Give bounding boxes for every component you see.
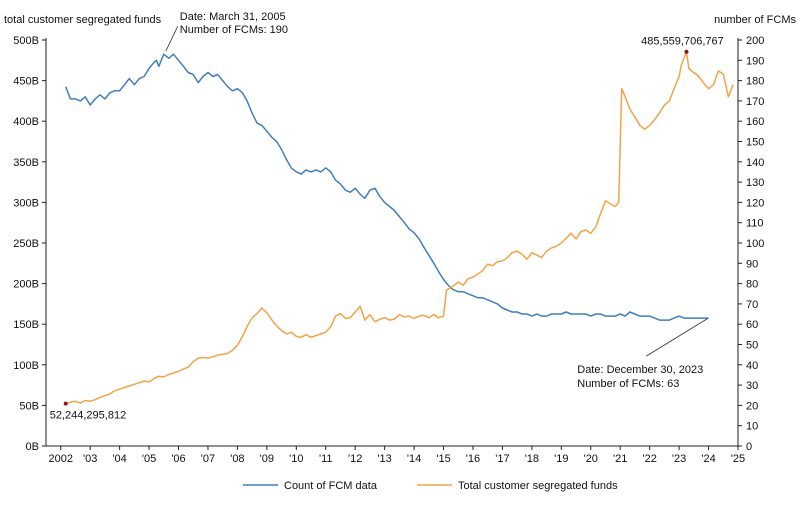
right-tick-label: 120	[746, 197, 764, 209]
last-fcm-count-label: Number of FCMs: 63	[577, 378, 679, 390]
left-tick-label: 50B	[19, 400, 39, 412]
x-tick-label: 2002	[48, 453, 72, 465]
x-tick-label: '04	[112, 453, 126, 465]
left-tick-label: 400B	[13, 116, 39, 128]
right-tick-label: 20	[746, 400, 758, 412]
x-tick-label: '07	[201, 453, 215, 465]
right-tick-label: 110	[746, 218, 764, 230]
x-tick-label: '19	[554, 453, 568, 465]
legend-label-fcm-count: Count of FCM data	[284, 480, 378, 492]
max-funds-label: 485,559,706,767	[641, 36, 724, 48]
right-tick-label: 200	[746, 35, 764, 47]
left-tick-label: 0B	[26, 441, 39, 453]
right-tick-label: 170	[746, 96, 764, 108]
legend: Count of FCM data Total customer segrega…	[243, 480, 618, 492]
right-tick-label: 100	[746, 238, 764, 250]
left-axis-title: total customer segregated funds	[4, 14, 162, 26]
x-tick-label: '14	[407, 453, 421, 465]
x-tick-label: '03	[83, 453, 97, 465]
left-tick-label: 350B	[13, 157, 39, 169]
legend-label-segregated-funds: Total customer segregated funds	[458, 480, 618, 492]
right-tick-label: 30	[746, 380, 758, 392]
x-tick-label: '13	[377, 453, 391, 465]
series-layer	[65, 50, 734, 405]
right-tick-label: 190	[746, 55, 764, 67]
segregated-funds-line	[65, 50, 734, 405]
right-tick-label: 60	[746, 319, 758, 331]
right-tick-label: 150	[746, 137, 764, 149]
right-tick-label: 50	[746, 340, 758, 352]
max-funds-marker	[684, 49, 689, 54]
x-tick-label: '18	[525, 453, 539, 465]
left-tick-label: 250B	[13, 238, 39, 250]
last-fcm-date-label: Date: December 30, 2023	[577, 364, 703, 376]
right-tick-label: 70	[746, 299, 758, 311]
left-tick-label: 500B	[13, 35, 39, 47]
x-tick-label: '15	[436, 453, 450, 465]
x-tick-label: '25	[731, 453, 745, 465]
annotations: Date: March 31, 2005 Number of FCMs: 190…	[50, 11, 724, 421]
max-fcm-count-label: Number of FCMs: 190	[180, 24, 288, 36]
x-tick-label: '23	[672, 453, 686, 465]
right-tick-label: 160	[746, 116, 764, 128]
x-tick-label: '09	[260, 453, 274, 465]
min-funds-marker	[63, 401, 68, 406]
right-tick-label: 130	[746, 177, 764, 189]
x-tick-label: '22	[642, 453, 656, 465]
x-tick-label: '06	[171, 453, 185, 465]
x-tick-label: '17	[495, 453, 509, 465]
x-tick-label: '12	[348, 453, 362, 465]
axes: 0B50B100B150B200B250B300B350B400B450B500…	[13, 35, 764, 465]
left-tick-label: 200B	[13, 279, 39, 291]
left-tick-label: 300B	[13, 197, 39, 209]
right-tick-label: 180	[746, 76, 764, 88]
right-tick-label: 90	[746, 258, 758, 270]
min-funds-label: 52,244,295,812	[50, 410, 126, 422]
right-tick-label: 40	[746, 360, 758, 372]
max-fcm-date-label: Date: March 31, 2005	[180, 11, 286, 23]
right-tick-label: 10	[746, 421, 758, 433]
max-fcm-leader-line	[165, 26, 179, 52]
right-tick-label: 80	[746, 279, 758, 291]
right-axis-title: number of FCMs	[714, 14, 796, 26]
fcm-count-line	[65, 53, 709, 321]
x-tick-label: '20	[584, 453, 598, 465]
x-tick-label: '16	[466, 453, 480, 465]
left-tick-label: 450B	[13, 76, 39, 88]
left-tick-label: 100B	[13, 360, 39, 372]
left-tick-label: 150B	[13, 319, 39, 331]
x-tick-label: '10	[289, 453, 303, 465]
x-tick-label: '21	[613, 453, 627, 465]
x-tick-label: '08	[230, 453, 244, 465]
last-fcm-leader-line	[646, 317, 709, 357]
x-tick-label: '11	[319, 453, 333, 465]
x-tick-label: '24	[701, 453, 715, 465]
x-tick-label: '05	[142, 453, 156, 465]
right-tick-label: 140	[746, 157, 764, 169]
right-tick-label: 0	[746, 441, 752, 453]
